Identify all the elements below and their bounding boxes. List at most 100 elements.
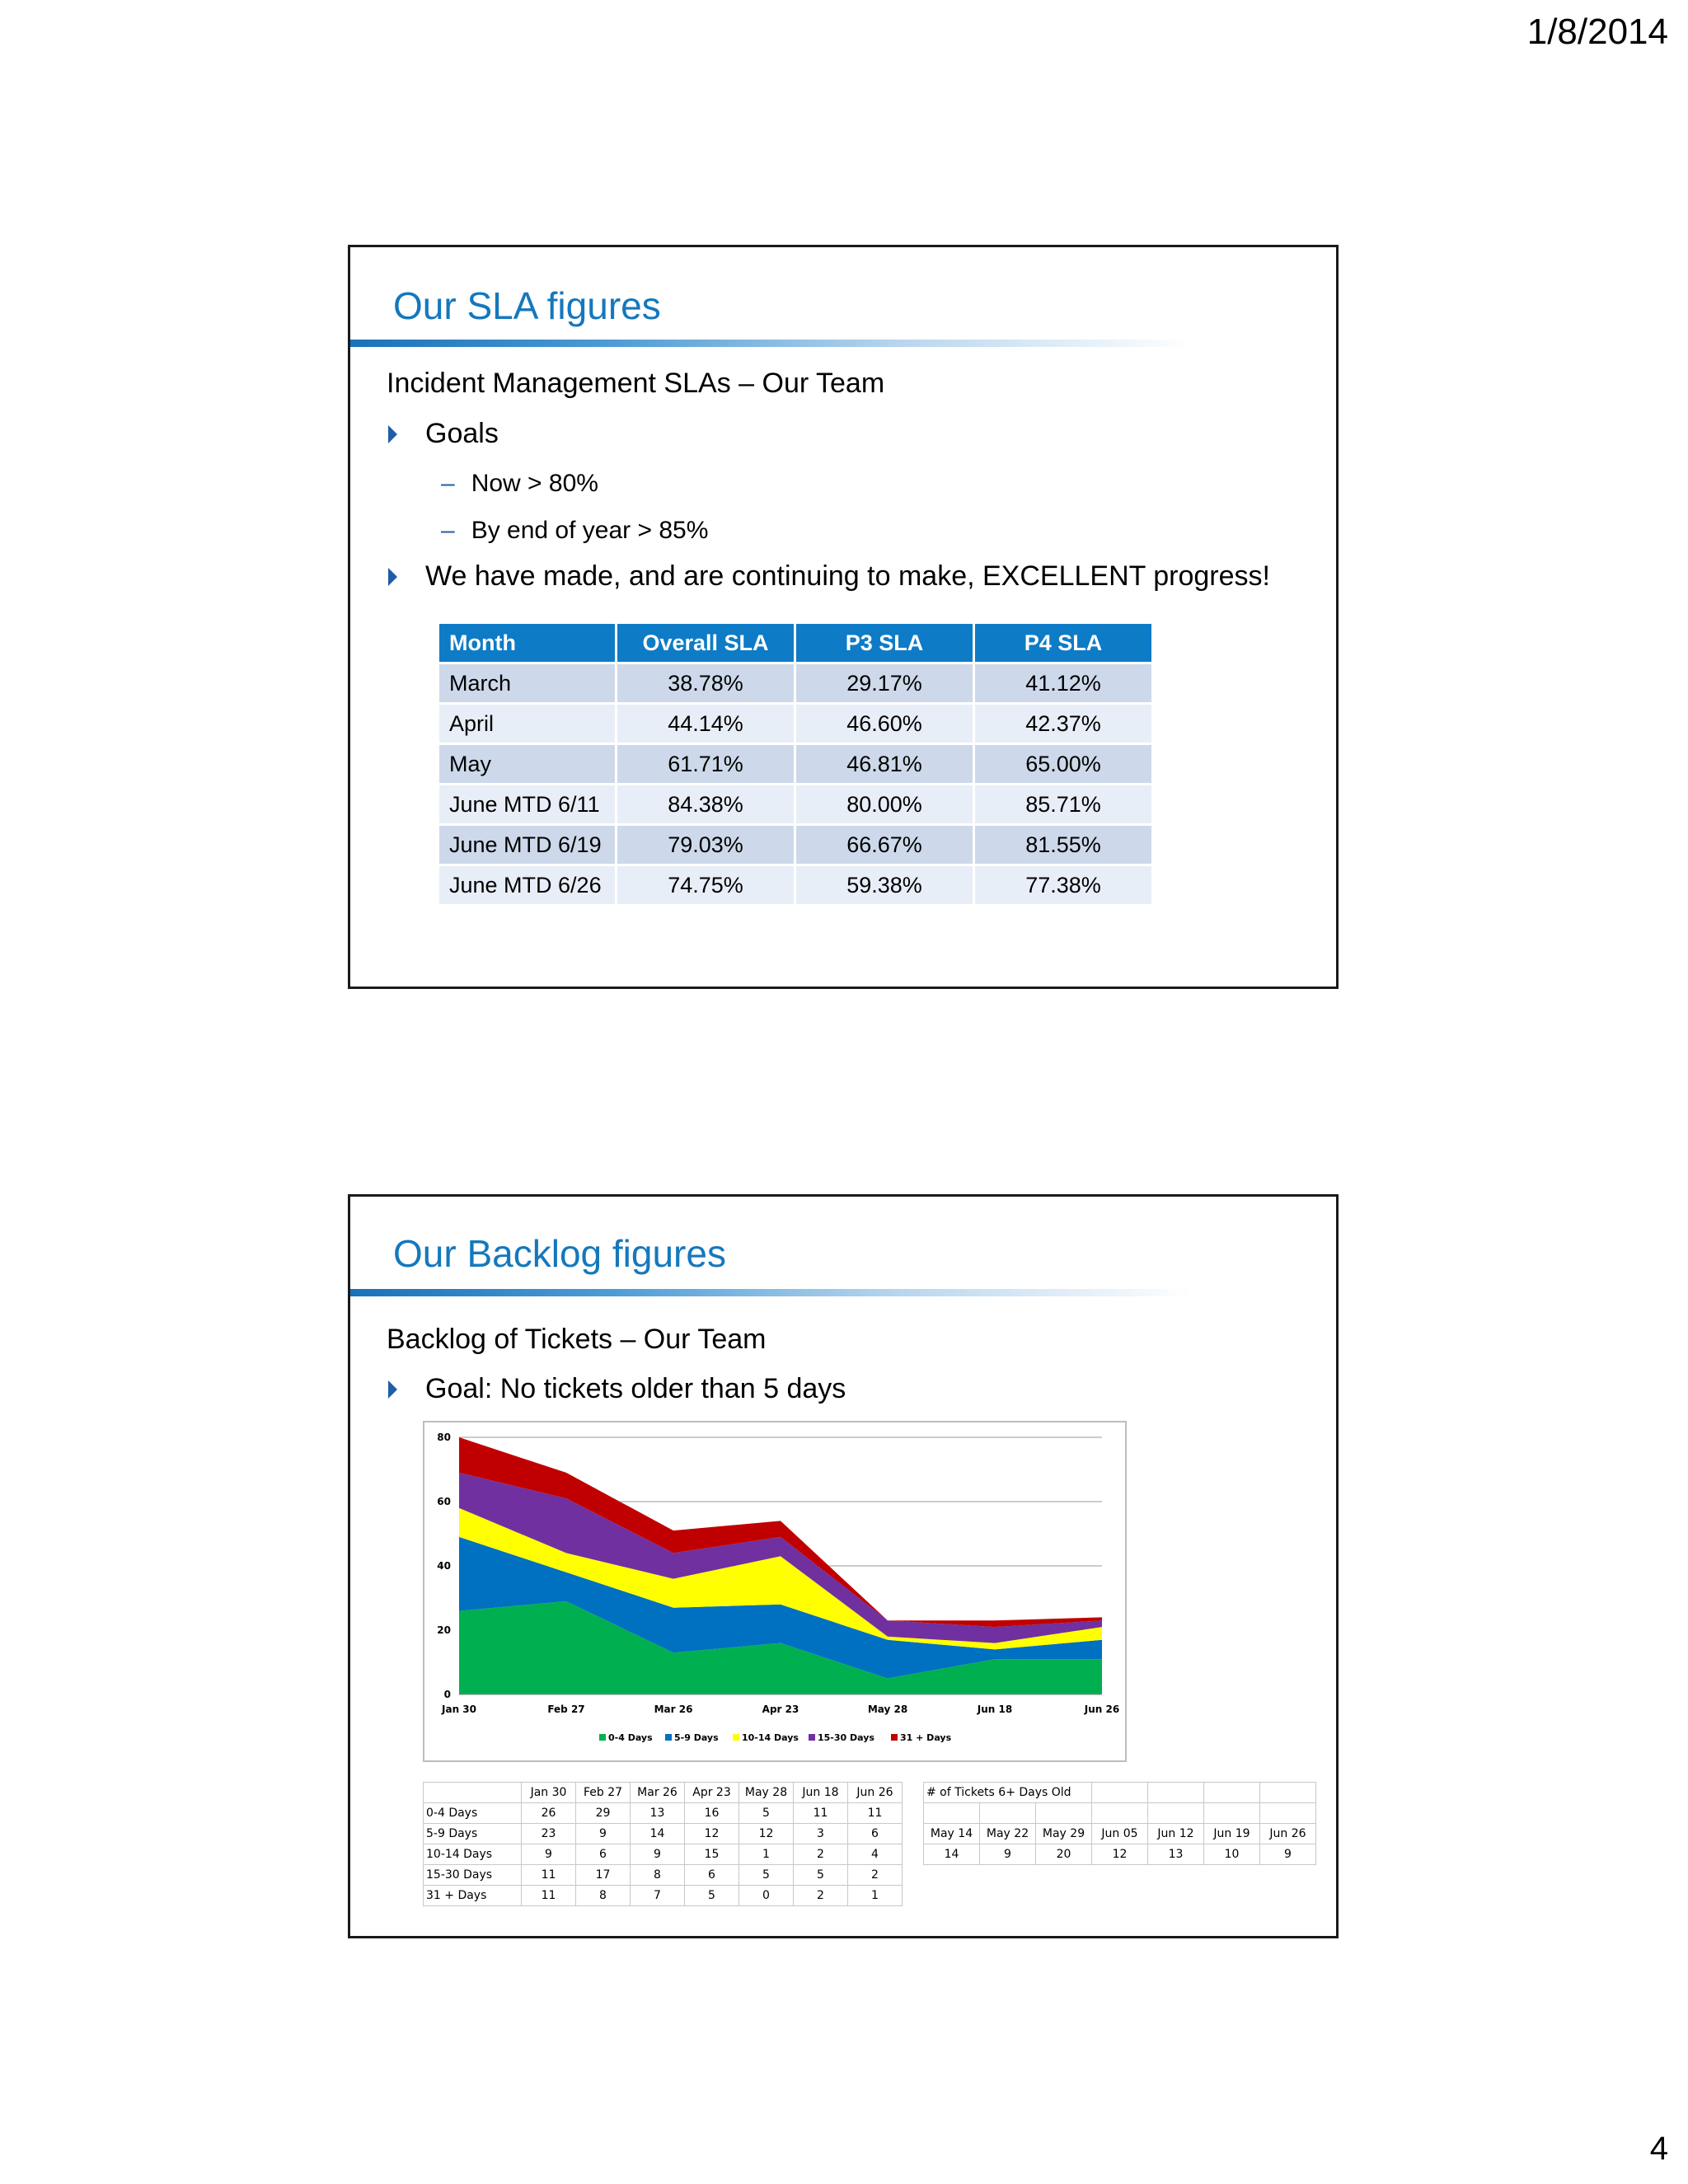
table-cell: Jun 19 [1203,1823,1260,1844]
table-cell [423,1782,522,1803]
table-cell: Jun 12 [1147,1823,1204,1844]
table-cell: 79.03% [616,823,796,865]
table-row: June MTD 6/11 84.38% 80.00% 85.71% [439,783,1154,825]
table-cell: 6 [575,1844,631,1865]
table-cell: 9 [575,1823,631,1844]
table-cell: May 22 [979,1823,1036,1844]
table-cell: 2 [793,1885,848,1906]
table-cell [1091,1782,1148,1803]
x-tick-label: Feb 27 [547,1704,584,1715]
table-row: 31 + Days 11 8 7 5 0 2 1 [423,1885,903,1906]
legend-swatch [665,1734,672,1741]
table-row: 5-9 Days 23 9 14 12 12 3 6 [423,1823,903,1844]
table-cell: 5 [738,1802,794,1824]
sub-bullet-year-end: – By end of year > 85% [441,517,708,545]
table-cell: May [439,743,617,785]
table-row: June MTD 6/26 74.75% 59.38% 77.38% [439,864,1154,904]
area-series [459,1437,1102,1628]
table-header-row: Jan 30 Feb 27 Mar 26 Apr 23 May 28 Jun 1… [423,1782,903,1803]
page-number: 4 [1649,2130,1668,2167]
y-tick-label: 60 [437,1496,451,1507]
table-cell: 0-4 Days [423,1802,522,1824]
slide-subtitle: Incident Management SLAs – Our Team [387,368,885,399]
sla-table: Month Overall SLA P3 SLA P4 SLA March 38… [439,624,1154,904]
table-cell: 26 [521,1802,576,1824]
y-tick-label: 40 [437,1560,451,1572]
table-cell: June MTD 6/11 [439,783,617,825]
table-cell [923,1802,980,1824]
table-cell: 77.38% [973,864,1154,904]
table-cell: Feb 27 [575,1782,631,1803]
y-tick-label: 0 [444,1689,451,1700]
table-cell: 46.60% [795,702,975,744]
table-cell: 2 [793,1844,848,1865]
col-header-p4: P4 SLA [973,624,1154,663]
table-cell: 29 [575,1802,631,1824]
bullet-triangle-icon [388,567,397,586]
slide-backlog: Our Backlog figures Backlog of Tickets –… [348,1194,1339,1938]
backlog-chart-svg: 0 20 40 60 80 Jan 30 Feb 27 Mar 26 Apr 23 May 28 J… [437,1432,1119,1743]
table-cell: 11 [847,1802,903,1824]
backlog-chart: 0 20 40 60 80 Jan 30 Feb 27 Mar 26 Apr 23 May 28 J… [423,1421,1127,1762]
table-cell: May 28 [738,1782,794,1803]
x-tick-label: Jun 26 [1084,1704,1119,1715]
table-cell: 42.37% [973,702,1154,744]
table-cell: 16 [684,1802,739,1824]
table-cell: Apr 23 [684,1782,739,1803]
table-cell: 15 [684,1844,739,1865]
table-cell: March [439,662,617,704]
table-cell: 9 [1259,1844,1316,1865]
table-cell: 13 [1147,1844,1204,1865]
table-cell: 44.14% [616,702,796,744]
table-cell [1091,1802,1148,1824]
legend-label: 5-9 Days [674,1732,719,1743]
table-cell [1259,1782,1316,1803]
table-row: 0-4 Days 26 29 13 16 5 11 11 [423,1802,903,1824]
table-cell: May 14 [923,1823,980,1844]
table-cell: 9 [979,1844,1036,1865]
table-cell: 80.00% [795,783,975,825]
x-tick-label: May 28 [868,1704,907,1715]
table-cell: 10-14 Days [423,1844,522,1865]
table-cell: 81.55% [973,823,1154,865]
table-cell: 6 [847,1823,903,1844]
table-cell: 20 [1035,1844,1092,1865]
table-cell: 46.81% [795,743,975,785]
old-tickets-table: # of Tickets 6+ Days Old May 14 May 22 M… [923,1782,1316,1865]
legend-label: 0-4 Days [608,1732,653,1743]
col-header-month: Month [439,624,617,663]
table-cell: Mar 26 [630,1782,685,1803]
title-underline [350,340,1191,347]
bullet-text: We have made, and are continuing to make… [425,560,1270,592]
table-cell: Jan 30 [521,1782,576,1803]
table-cell: 12 [738,1823,794,1844]
x-tick-label: Apr 23 [762,1704,799,1715]
bullet-text: Goal: No tickets older than 5 days [425,1373,846,1404]
table-cell: 11 [521,1885,576,1906]
table-cell: 1 [847,1885,903,1906]
table-cell: June MTD 6/19 [439,823,617,865]
table-cell: 1 [738,1844,794,1865]
table-cell [1035,1802,1092,1824]
x-tick-label: Jan 30 [441,1704,476,1715]
table-cell: 65.00% [973,743,1154,785]
y-tick-label: 20 [437,1624,451,1636]
table-row: June MTD 6/19 79.03% 66.67% 81.55% [439,823,1154,865]
table-cell: 3 [793,1823,848,1844]
table-cell: Jun 26 [1259,1823,1316,1844]
legend-label: 15-30 Days [818,1732,874,1743]
table-cell: 8 [575,1885,631,1906]
table-row: 14 9 20 12 13 10 9 [923,1844,1316,1865]
bullet-progress: We have made, and are continuing to make… [387,560,1270,593]
table-header-row: May 14 May 22 May 29 Jun 05 Jun 12 Jun 1… [923,1823,1316,1844]
table-cell: 10 [1203,1844,1260,1865]
table-cell [1203,1802,1260,1824]
slide-title: Our Backlog figures [393,1232,726,1275]
x-tick-label: Mar 26 [654,1704,693,1715]
table-cell: 5 [793,1864,848,1886]
table-row: 15-30 Days 11 17 8 6 5 5 2 [423,1864,903,1886]
slide-sla: Our SLA figures Incident Management SLAs… [348,245,1339,989]
bullet-goal: Goal: No tickets older than 5 days [387,1373,846,1405]
table-cell: 14 [923,1844,980,1865]
legend-swatch [809,1734,815,1741]
